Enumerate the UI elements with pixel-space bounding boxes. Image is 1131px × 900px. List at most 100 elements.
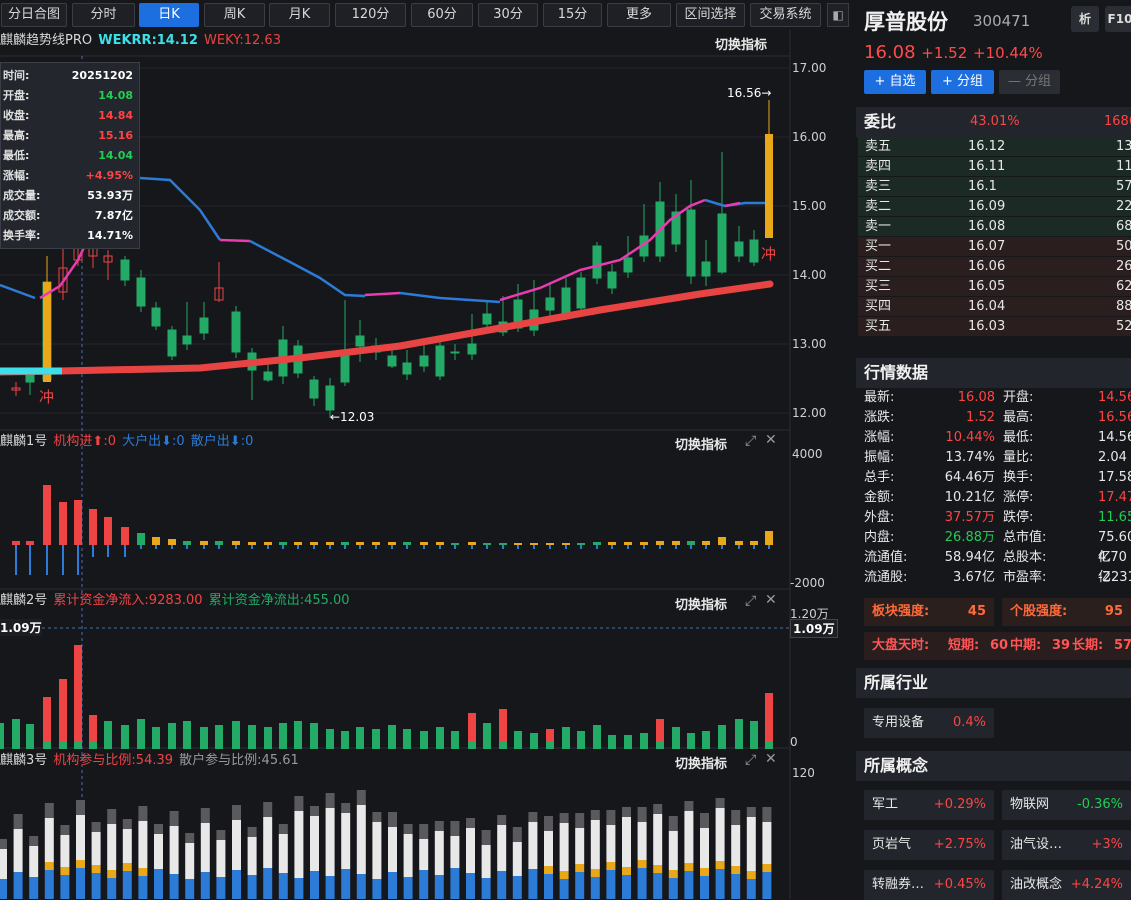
- tab-daily-k[interactable]: 日K: [139, 3, 199, 27]
- concept-card[interactable]: 油气设… +3%: [1002, 830, 1131, 860]
- orderbook-row[interactable]: 买三 16.05 620: [858, 277, 1131, 296]
- tab-120min[interactable]: 120分: [335, 3, 406, 27]
- market-value: 26.88万: [944, 530, 995, 545]
- panel1-bar: [608, 542, 616, 545]
- candle-body: [717, 213, 727, 273]
- switch-indicator-panel3[interactable]: 切换指标: [675, 757, 728, 772]
- remove-group-button[interactable]: — 分组: [999, 70, 1060, 94]
- panel3-bar-mid: [138, 868, 148, 876]
- orderbook-row[interactable]: 买五 16.03 523: [858, 317, 1131, 336]
- industry-header: 所属行业: [856, 668, 1131, 698]
- panel1-bar: [624, 542, 632, 545]
- panel1-bar-down: [391, 545, 393, 549]
- panel1-bar-down: [29, 545, 31, 575]
- f10-button[interactable]: F10: [1105, 6, 1131, 32]
- trading-system-button[interactable]: 交易系统: [750, 3, 821, 27]
- orderbook-row[interactable]: 买二 16.06 265: [858, 257, 1131, 276]
- stock-strength: 个股强度: 95: [1002, 598, 1131, 626]
- tooltip-row: 开盘: 14.08: [3, 89, 133, 102]
- panel1-bar: [656, 541, 664, 545]
- add-group-button[interactable]: + 分组: [931, 70, 994, 94]
- tab-combined-day[interactable]: 分日合图: [1, 3, 67, 27]
- panel3-bar-retail: [419, 839, 429, 870]
- panel2-bar: [735, 719, 743, 749]
- tab-monthly-k[interactable]: 月K: [269, 3, 330, 27]
- panel2-bar: [403, 729, 411, 749]
- tab-60min[interactable]: 60分: [411, 3, 473, 27]
- collapse-icon[interactable]: ◧: [827, 3, 849, 27]
- market-timing-label: 大盘天时:: [872, 638, 930, 653]
- panel2-bar: [310, 723, 318, 749]
- range-select-button[interactable]: 区间选择: [676, 3, 745, 27]
- panel3-bar-retail: [122, 829, 132, 863]
- panel3-bar-retail: [434, 831, 444, 875]
- concept-card[interactable]: 物联网 -0.36%: [1002, 790, 1131, 820]
- expand-icon[interactable]: ⤢: [745, 433, 757, 449]
- panel1-bar: [43, 486, 51, 544]
- y-tick: 16.00: [792, 130, 827, 144]
- panel3-bar-mid: [91, 865, 101, 873]
- switch-indicator-panel2[interactable]: 切换指标: [675, 598, 728, 613]
- orderbook-level: 买三: [865, 279, 892, 294]
- analyze-button[interactable]: 析: [1071, 6, 1099, 32]
- panel1-bar-down: [15, 545, 17, 575]
- panel3-bar-retail: [169, 826, 179, 874]
- add-watchlist-button[interactable]: + 自选: [864, 70, 926, 94]
- concept-card[interactable]: 军工 +0.29%: [864, 790, 994, 820]
- market-timing: 大盘天时: 短期: 60 中期: 39 长期: 57: [864, 632, 1131, 660]
- panel3-bar-institution: [122, 871, 132, 899]
- switch-indicator-panel1[interactable]: 切换指标: [675, 438, 728, 453]
- tab-more[interactable]: 更多: [607, 3, 671, 27]
- panel1-bar-down: [596, 545, 598, 549]
- orderbook-header: 委比 43.01% 1686: [856, 107, 1131, 137]
- concept-card[interactable]: 油改概念 +4.24%: [1002, 870, 1131, 900]
- orderbook-price: 16.05: [968, 279, 1006, 294]
- concept-card[interactable]: 页岩气 +2.75%: [864, 830, 994, 860]
- panel2-y-top: 1.20万: [790, 607, 829, 621]
- orderbook-row[interactable]: 买四 16.04 888: [858, 297, 1131, 316]
- close-icon[interactable]: ✕: [765, 432, 777, 448]
- panel3-institution-ratio: 机构参与比例:54.39: [53, 753, 174, 768]
- panel3-bar-other: [466, 818, 475, 828]
- panel3-bar-institution: [388, 872, 397, 899]
- orderbook-row[interactable]: 卖二 16.09 222: [858, 197, 1131, 216]
- panel3-bar-retail: [544, 831, 553, 866]
- expand-icon[interactable]: ⤢: [745, 752, 757, 768]
- period-toolbar: 分日合图 分时 日K 周K 月K 120分 60分 30分 15分 更多 区间选…: [0, 0, 850, 30]
- orderbook-row[interactable]: 卖一 16.08 68: [858, 217, 1131, 236]
- ma-line-pink: [364, 291, 401, 297]
- concept-card[interactable]: 转融券… +0.45%: [864, 870, 994, 900]
- expand-icon[interactable]: ⤢: [745, 593, 757, 609]
- panel2-marker-left: 1.09万: [0, 619, 42, 636]
- panel3-bar-retail: [325, 808, 335, 876]
- close-icon[interactable]: ✕: [765, 751, 777, 767]
- panel3-bar-other: [185, 833, 195, 843]
- ma-line-blue: [249, 239, 366, 298]
- panel1-bar: [562, 543, 570, 545]
- panel3-bar-institution: [216, 877, 226, 899]
- tab-weekly-k[interactable]: 周K: [204, 3, 265, 27]
- tab-intraday[interactable]: 分时: [72, 3, 135, 27]
- orderbook-row[interactable]: 买一 16.07 507: [858, 237, 1131, 256]
- tab-30min[interactable]: 30分: [478, 3, 538, 27]
- panel2-bar: [687, 733, 695, 749]
- panel3-bar-other: [388, 812, 397, 827]
- panel1-bar: [718, 537, 726, 545]
- orderbook-row[interactable]: 卖四 16.11 118: [858, 157, 1131, 176]
- y-tick: 12.00: [792, 406, 827, 420]
- panel3-bar-other: [575, 813, 585, 828]
- orderbook-row[interactable]: 卖五 16.12 130: [858, 137, 1131, 156]
- switch-indicator-main[interactable]: 切换指标: [715, 38, 768, 53]
- tab-15min[interactable]: 15分: [543, 3, 602, 27]
- panel1-bar: [326, 542, 334, 545]
- orderbook-row[interactable]: 卖三 16.1 579: [858, 177, 1131, 196]
- candle-body: [419, 355, 429, 367]
- orderbook-price: 16.07: [968, 239, 1006, 254]
- panel1-bar: [577, 543, 585, 545]
- panel3-bar-other: [169, 811, 179, 826]
- close-icon[interactable]: ✕: [765, 592, 777, 608]
- industry-card[interactable]: 专用设备 0.4%: [864, 708, 994, 738]
- market-value: 3.67亿: [953, 570, 995, 585]
- panel3-bar-retail: [294, 811, 304, 878]
- panel3-bar-institution: [715, 869, 725, 899]
